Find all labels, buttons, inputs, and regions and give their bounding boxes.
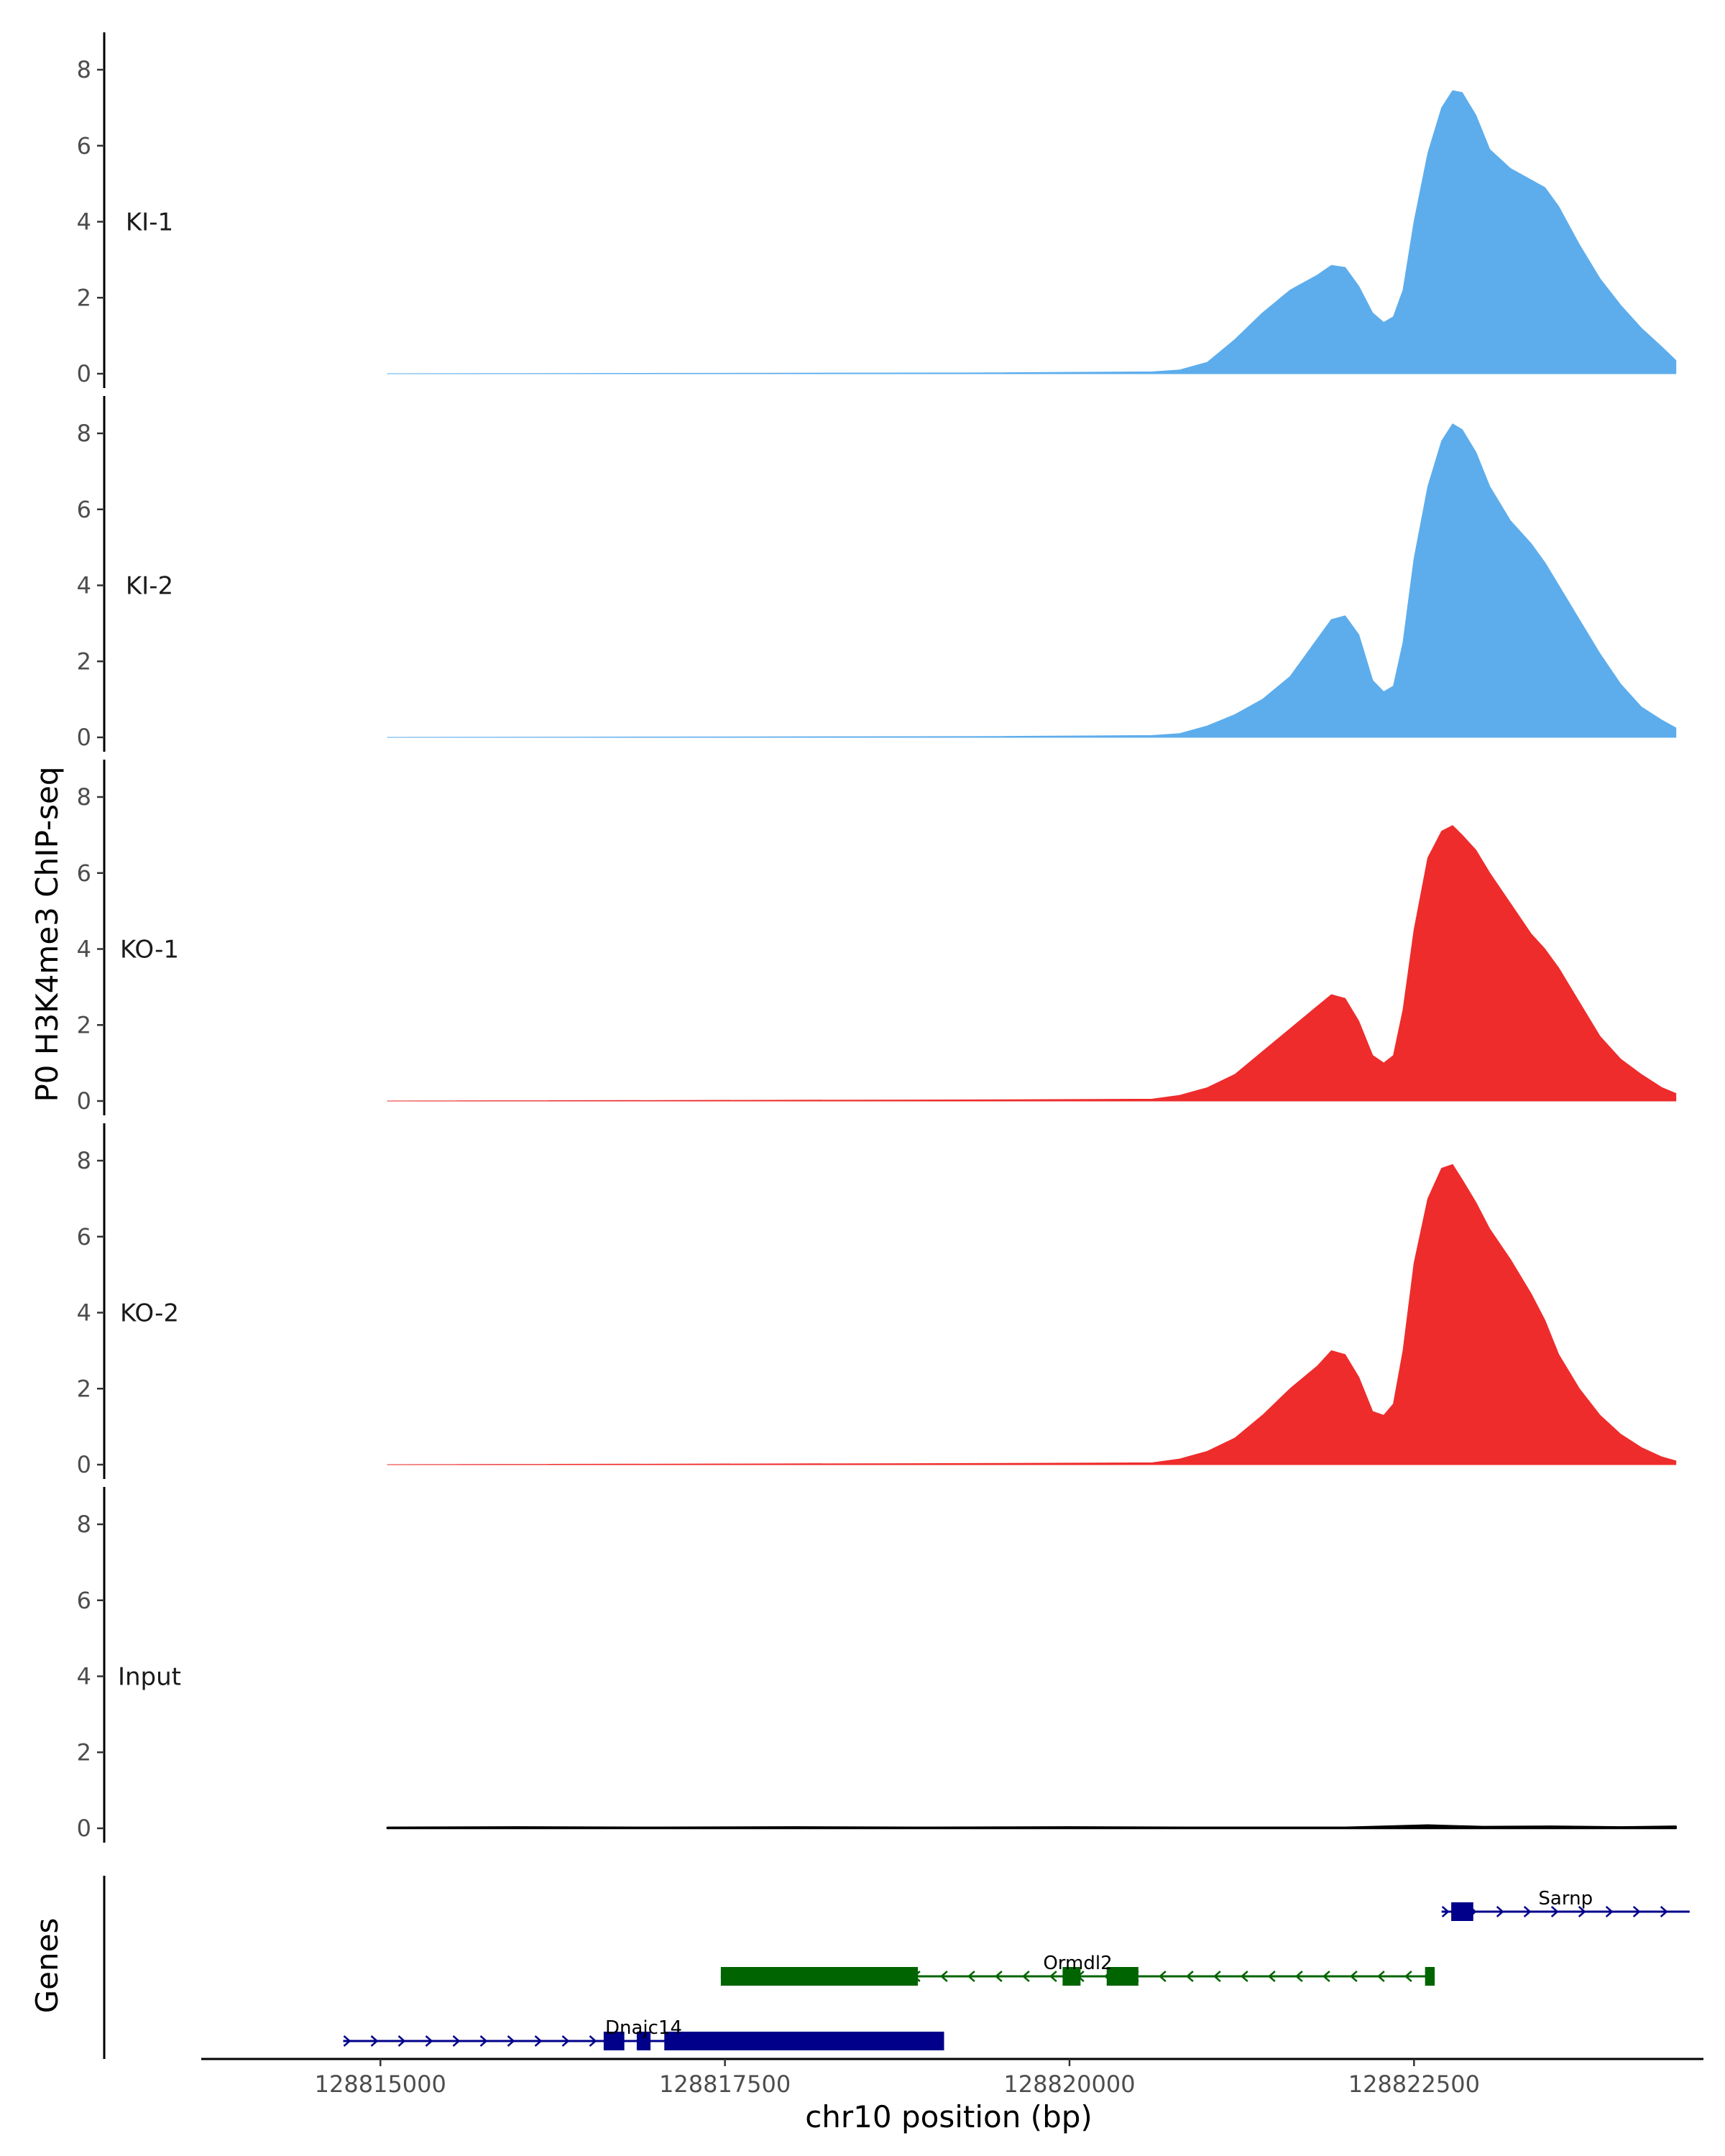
- track-label-input: Input: [118, 1663, 181, 1692]
- y-tick-label: 0: [77, 1087, 91, 1115]
- strand-arrow-icon: [425, 2035, 433, 2047]
- track-label-ko-1: KO-1: [120, 936, 179, 964]
- gene-ormdl2: Ormdl2: [720, 1953, 1435, 1986]
- strand-arrow-icon: [1294, 1971, 1303, 1982]
- y-tick-label: 4: [77, 1299, 91, 1327]
- strand-arrow-icon: [1578, 1906, 1586, 1917]
- strand-arrow-icon: [452, 2035, 461, 2047]
- track-ki-1: 0 2 4 6 8 KI-1: [77, 32, 1677, 388]
- gene-exon: [1451, 1902, 1473, 1921]
- track-label-ko-2: KO-2: [120, 1299, 179, 1328]
- x-tick-label: 128822500: [1348, 2070, 1480, 2098]
- y-tick-label: 4: [77, 1663, 91, 1690]
- y-tick-label: 8: [77, 56, 91, 83]
- strand-arrow-icon: [1632, 1906, 1641, 1917]
- track-label-ki-1: KI-1: [126, 208, 173, 237]
- strand-arrow-icon: [1267, 1971, 1276, 1982]
- y-tick-label: 6: [77, 1223, 91, 1250]
- y-axis-title: P0 H3K4me3 ChIP-seq: [29, 766, 65, 1102]
- y-tick-label: 6: [77, 860, 91, 887]
- y-tick-label: 6: [77, 1587, 91, 1614]
- signal-area-input: [386, 1824, 1677, 1830]
- gene-annotation-track: Sarnp Ormdl2 Dnajc14: [103, 1876, 1690, 2059]
- strand-arrow-icon: [1441, 1906, 1450, 1917]
- strand-arrow-icon: [994, 1971, 1003, 1982]
- strand-arrow-icon: [561, 2035, 570, 2047]
- y-tick-label: 8: [77, 1511, 91, 1538]
- y-tick-label: 6: [77, 496, 91, 523]
- gene-exon: [603, 2032, 625, 2050]
- strand-arrow-icon: [939, 1971, 948, 1982]
- signal-area-ki-1: [387, 90, 1677, 374]
- track-ko-2: 0 2 4 6 8 KO-2: [77, 1123, 1677, 1479]
- gene-exon: [1106, 1967, 1138, 1986]
- gene-label-sarnp: Sarnp: [1538, 1888, 1593, 1909]
- strand-arrow-icon: [1496, 1906, 1504, 1917]
- strand-arrow-icon: [1158, 1971, 1167, 1982]
- y-tick-label: 0: [77, 724, 91, 751]
- strand-arrow-icon: [1404, 1971, 1412, 1982]
- y-tick-label: 0: [77, 1815, 91, 1842]
- gene-exon: [1062, 1967, 1081, 1986]
- genes-axis-title: Genes: [29, 1918, 65, 2014]
- gene-exon: [720, 1967, 919, 1986]
- strand-arrow-icon: [1523, 1906, 1532, 1917]
- y-tick-label: 8: [77, 1147, 91, 1174]
- gene-label-ormdl2: Ormdl2: [1043, 1953, 1112, 1974]
- signal-area-ko-1: [387, 825, 1677, 1102]
- gene-exon: [664, 2032, 944, 2050]
- y-tick-label: 8: [77, 420, 91, 447]
- strand-arrow-icon: [1185, 1971, 1194, 1982]
- gene-exon: [636, 2032, 651, 2050]
- track-ko-1: 0 2 4 6 8 KO-1: [77, 760, 1677, 1115]
- strand-arrow-icon: [1021, 1971, 1030, 1982]
- track-input: 0 2 4 6 8 Input: [77, 1487, 1677, 1843]
- y-tick-label: 2: [77, 1375, 91, 1402]
- signal-area-ki-2: [387, 423, 1677, 738]
- y-tick-label: 2: [77, 648, 91, 675]
- strand-arrow-icon: [967, 1971, 975, 1982]
- track-label-ki-2: KI-2: [126, 572, 173, 601]
- y-tick-label: 2: [77, 1738, 91, 1766]
- y-tick-label: 4: [77, 936, 91, 963]
- y-tick-label: 0: [77, 360, 91, 387]
- strand-arrow-icon: [397, 2035, 406, 2047]
- x-axis-title: chr10 position (bp): [805, 2099, 1092, 2134]
- x-axis: 128815000 128817500 128820000 128822500: [201, 2058, 1703, 2098]
- strand-arrow-icon: [534, 2035, 543, 2047]
- signal-area-ko-2: [387, 1164, 1677, 1465]
- gene-sarnp: Sarnp: [1441, 1888, 1690, 1921]
- strand-arrow-icon: [1240, 1971, 1248, 1982]
- strand-arrow-icon: [589, 2035, 597, 2047]
- strand-arrow-icon: [1660, 1906, 1668, 1917]
- strand-arrow-icon: [1376, 1971, 1385, 1982]
- strand-arrow-icon: [1213, 1971, 1221, 1982]
- strand-arrow-icon: [1049, 1971, 1057, 1982]
- y-tick-label: 4: [77, 572, 91, 599]
- strand-arrow-icon: [1605, 1906, 1614, 1917]
- signal-tracks: 0 2 4 6 8 KI-1 0 2 4 6 8 KI-2 0 2 4 6 8 KO-1 0 2 4 6 8 KO-2 0 2 4 6…: [77, 32, 1677, 1843]
- strand-arrow-icon: [1349, 1971, 1358, 1982]
- x-tick-label: 128815000: [315, 2070, 446, 2098]
- y-tick-label: 6: [77, 132, 91, 160]
- strand-arrow-icon: [343, 2035, 351, 2047]
- strand-arrow-icon: [1550, 1906, 1559, 1917]
- gene-label-dnajc14: Dnajc14: [605, 2017, 682, 2039]
- y-tick-label: 2: [77, 1011, 91, 1038]
- track-ki-2: 0 2 4 6 8 KI-2: [77, 396, 1677, 752]
- y-tick-label: 4: [77, 208, 91, 236]
- y-tick-label: 2: [77, 284, 91, 311]
- x-tick-label: 128817500: [659, 2070, 791, 2098]
- strand-arrow-icon: [1322, 1971, 1330, 1982]
- strand-arrow-icon: [507, 2035, 515, 2047]
- strand-arrow-icon: [479, 2035, 488, 2047]
- gene-dnajc14: Dnajc14: [343, 2017, 944, 2050]
- gene-exon: [1425, 1967, 1435, 1986]
- strand-arrow-icon: [370, 2035, 379, 2047]
- y-tick-label: 8: [77, 783, 91, 811]
- x-tick-label: 128820000: [1003, 2070, 1135, 2098]
- y-tick-label: 0: [77, 1451, 91, 1478]
